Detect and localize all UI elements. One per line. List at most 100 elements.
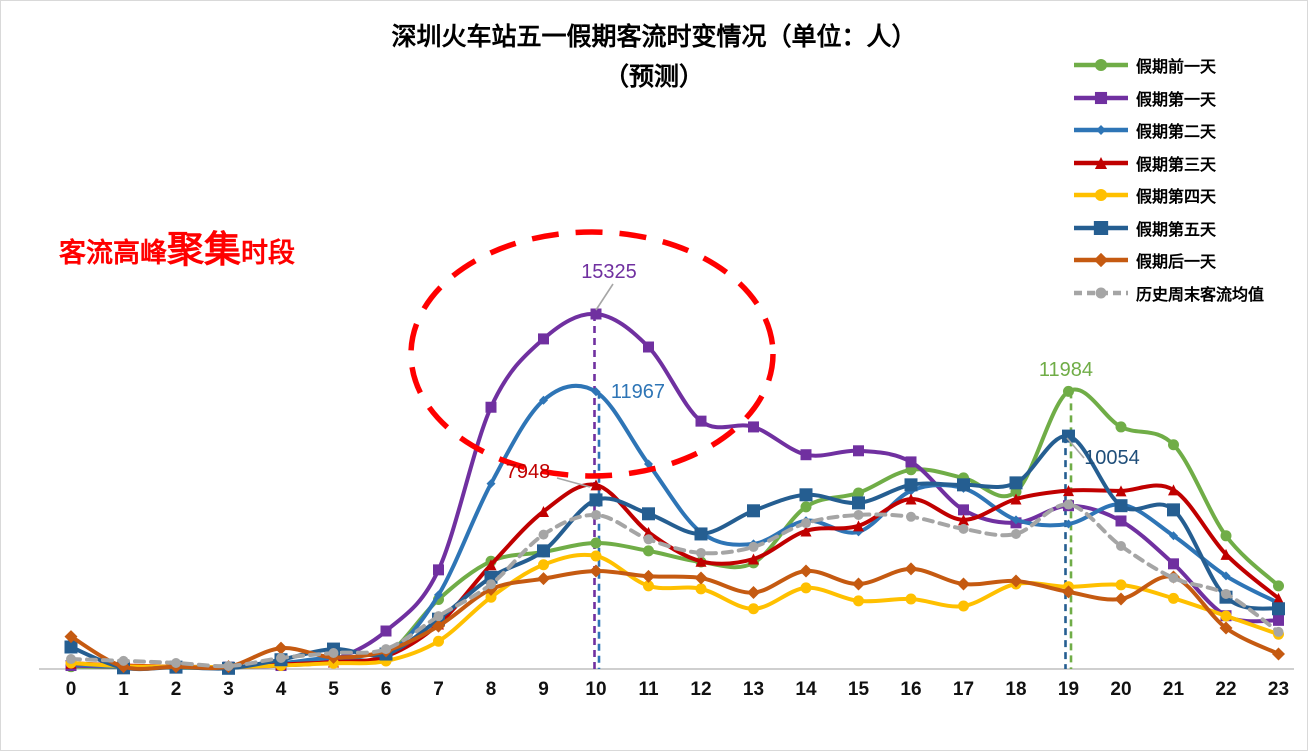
series-marker [1063,499,1074,510]
legend-swatch-triangle [1074,156,1128,169]
x-axis-label: 0 [66,679,77,700]
series-marker [64,640,78,654]
legend-swatch-diamond [1074,125,1128,136]
data-label-leader [556,477,591,488]
legend-label: 假期第三天 [1136,156,1217,174]
series-marker [853,509,864,520]
x-axis-label: 15 [848,679,870,700]
series-marker [748,603,759,615]
series-marker [1114,499,1128,513]
series-marker [748,541,759,552]
series-marker [1220,548,1232,560]
series-marker [328,648,339,659]
series-marker [1011,515,1021,525]
x-axis-label: 4 [276,679,287,700]
x-axis-label: 1 [118,679,129,700]
series-marker [590,550,602,562]
series-marker [958,514,969,526]
series-marker [958,600,969,612]
series-marker [644,459,653,469]
series-marker [537,544,550,558]
series-marker [381,644,391,655]
series-marker [1167,503,1180,517]
data-label: 15325 [581,261,637,283]
series-marker [118,655,129,666]
series-marker [223,660,234,671]
series-marker [905,593,917,605]
x-axis-label: 6 [381,679,392,700]
series-marker [64,630,78,644]
legend-swatch-square [1074,220,1128,235]
x-axis-label: 13 [743,679,764,700]
x-axis-label: 21 [1163,679,1185,700]
series-marker [276,652,286,663]
x-axis-label: 5 [328,679,339,700]
series-marker [538,559,549,571]
legend-label: 假期第一天 [1136,91,1217,109]
series-marker [905,493,917,505]
data-label-leader [1066,437,1085,459]
series-marker [1168,484,1179,496]
series-marker [433,564,444,576]
legend-marker-diamond [1096,125,1106,136]
series-marker [1063,485,1074,497]
series-marker [539,395,548,405]
legend-marker-triangle [1094,156,1108,169]
series-marker [1114,592,1128,606]
legend-label: 假期第五天 [1136,221,1217,239]
series-marker [1168,558,1179,570]
series-marker [643,341,654,353]
series-line [69,387,1281,670]
x-axis-label: 17 [953,679,974,700]
series-marker [695,583,707,595]
series-marker [800,582,812,594]
series-marker [590,537,602,549]
x-axis-label: 3 [223,679,234,700]
legend-label: 假期第四天 [1136,189,1217,207]
series-marker [957,478,970,492]
series-marker [274,641,288,655]
legend-marker-square [1093,220,1109,235]
series-marker [591,509,601,520]
series-marker [853,445,864,457]
legend-item: 假期第三天 [1073,147,1264,180]
legend-item: 假期后一天 [1073,244,1264,277]
series-marker [590,479,602,491]
series-marker [1221,571,1231,581]
series-marker [853,520,864,532]
series-marker [957,577,970,591]
series-marker [433,635,444,647]
legend-label: 假期后一天 [1136,254,1217,272]
series-marker [1062,429,1075,443]
x-axis-label: 12 [690,679,711,700]
legend-item: 假期第二天 [1073,114,1264,147]
peak-zone-annotation-emphasis: 聚集 [167,229,241,270]
peak-zone-annotation-suffix: 时段 [241,238,295,268]
series-marker [643,545,654,557]
series-marker [434,590,443,600]
series-marker [1220,530,1232,542]
series-marker [643,580,654,592]
series-marker [589,493,603,507]
x-axis-label: 10 [585,679,606,700]
series-marker [589,564,603,578]
legend-swatch-circle [1074,189,1128,202]
legend-swatch-circle [1074,287,1128,299]
series-marker [905,456,917,468]
series-marker [1272,647,1285,661]
x-axis-label: 8 [486,679,497,700]
chart-legend: 假期前一天 假期第一天 假期第二天 假期第三天 假期第四天 假期第五天 假期后一天 历史周末客… [1073,49,1264,309]
data-label: 7948 [506,461,551,483]
data-label: 10054 [1084,447,1140,469]
series-marker [1220,610,1232,622]
series-marker [853,487,864,499]
series-marker [642,569,655,583]
legend-swatch-square [1074,91,1128,104]
series-marker [643,526,654,538]
series-marker [1168,439,1179,451]
series-marker [748,421,759,433]
series-marker [171,657,181,668]
series-marker [1011,528,1021,539]
series-marker [1168,572,1179,583]
